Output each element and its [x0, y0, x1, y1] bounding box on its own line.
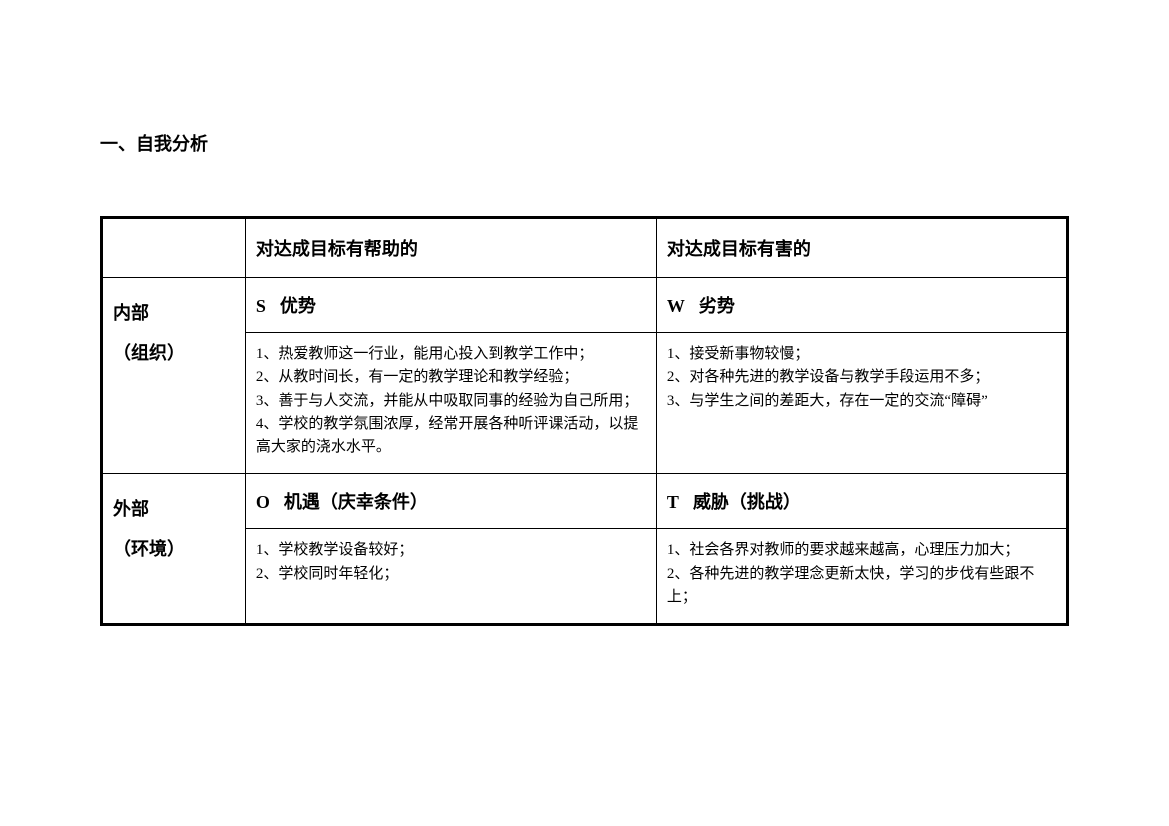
- strengths-body: 1、热爱教师这一行业，能用心投入到教学工作中；2、从教时间长，有一定的教学理论和…: [245, 333, 656, 474]
- col-header-helpful: 对达成目标有帮助的: [245, 218, 656, 278]
- strengths-letter: S: [256, 296, 266, 316]
- row-header-external-l1: 外部: [113, 490, 235, 530]
- row-external-body: 1、学校教学设备较好；2、学校同时年轻化； 1、社会各界对教师的要求越来越高，心…: [102, 529, 1068, 625]
- row-header-internal: 内部 （组织）: [102, 278, 246, 474]
- opportunities-label: 机遇（庆幸条件）: [284, 492, 428, 512]
- opportunities-body: 1、学校教学设备较好；2、学校同时年轻化；: [245, 529, 656, 625]
- threats-body: 1、社会各界对教师的要求越来越高，心理压力加大；2、各种先进的教学理念更新太快，…: [656, 529, 1067, 625]
- opportunities-letter: O: [256, 492, 270, 512]
- weaknesses-label: 劣势: [699, 296, 735, 316]
- weaknesses-header: W 劣势: [656, 278, 1067, 333]
- weaknesses-letter: W: [667, 296, 685, 316]
- opportunities-header: O 机遇（庆幸条件）: [245, 474, 656, 529]
- corner-cell: [102, 218, 246, 278]
- table-header-row: 对达成目标有帮助的 对达成目标有害的: [102, 218, 1068, 278]
- strengths-label: 优势: [280, 296, 316, 316]
- strengths-header: S 优势: [245, 278, 656, 333]
- row-header-internal-l1: 内部: [113, 294, 235, 334]
- swot-table: 对达成目标有帮助的 对达成目标有害的 内部 （组织） S 优势 W 劣势 1、热爱教…: [100, 216, 1069, 626]
- threats-label: 威胁（挑战）: [693, 492, 801, 512]
- row-header-external-l2: （环境）: [113, 530, 235, 570]
- threats-letter: T: [667, 492, 679, 512]
- weaknesses-body: 1、接受新事物较慢；2、对各种先进的教学设备与教学手段运用不多；3、与学生之间的…: [656, 333, 1067, 474]
- section-title: 一、自我分析: [100, 130, 1069, 156]
- threats-header: T 威胁（挑战）: [656, 474, 1067, 529]
- row-internal-body: 1、热爱教师这一行业，能用心投入到教学工作中；2、从教时间长，有一定的教学理论和…: [102, 333, 1068, 474]
- row-internal-header: 内部 （组织） S优势 W劣势: [102, 278, 1068, 333]
- col-header-harmful: 对达成目标有害的: [656, 218, 1067, 278]
- row-header-external: 外部 （环境）: [102, 474, 246, 625]
- row-external-header: 外部 （环境） O机遇（庆幸条件） T威胁（挑战）: [102, 474, 1068, 529]
- row-header-internal-l2: （组织）: [113, 334, 235, 374]
- document-page: 一、自我分析 对达成目标有帮助的 对达成目标有害的 内部 （组织） S 优势 W劣…: [0, 0, 1169, 626]
